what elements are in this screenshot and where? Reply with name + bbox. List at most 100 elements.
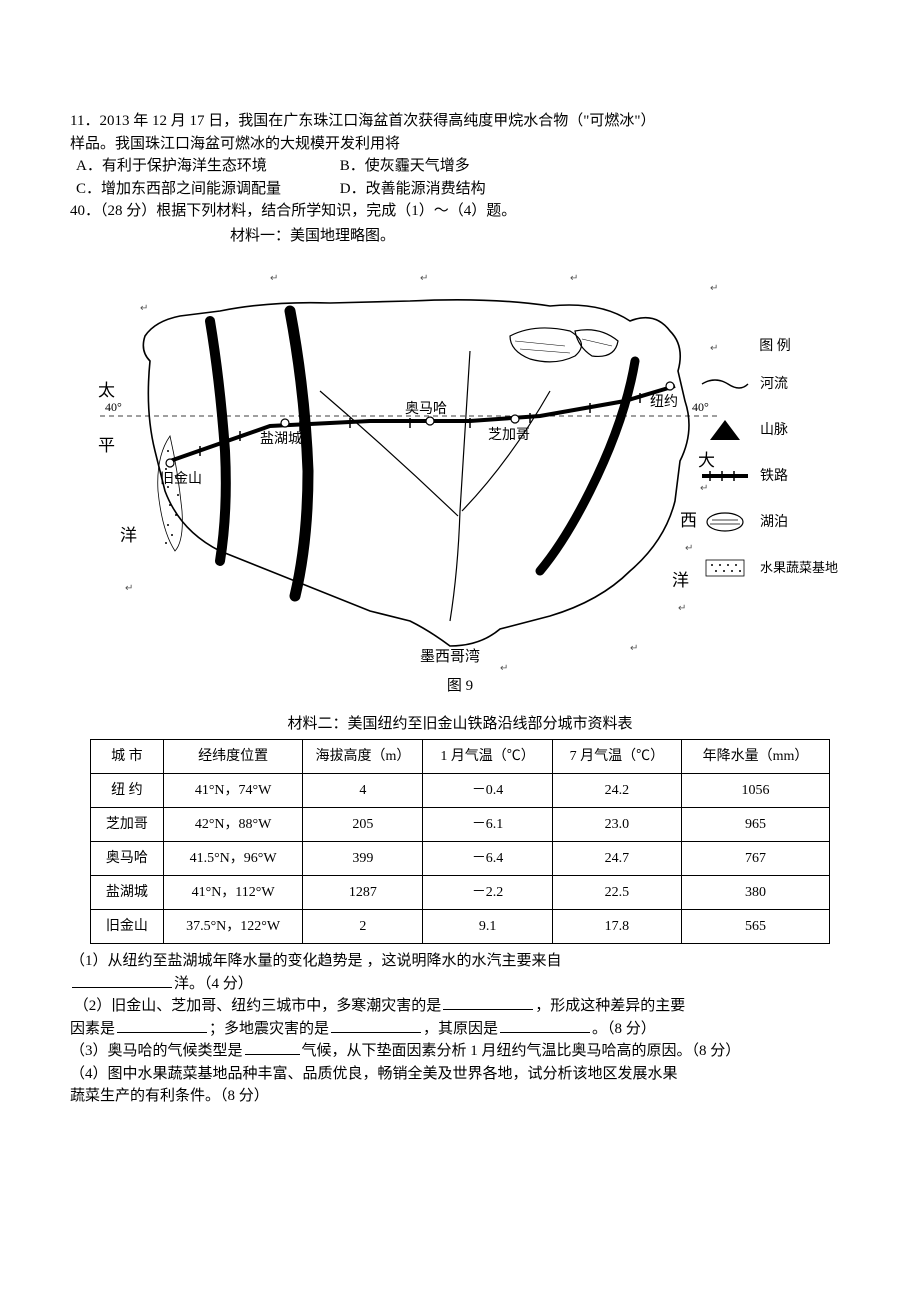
table-cell: 565 xyxy=(682,910,830,944)
subq4-line2: 蔬菜生产的有利条件。（8 分） xyxy=(70,1085,850,1108)
table-cell: －0.4 xyxy=(423,774,552,808)
col-jan: 1 月气温（℃） xyxy=(423,740,552,774)
q11-optC: C．增加东西部之间能源调配量 xyxy=(76,178,336,201)
q40-num: 40． xyxy=(70,203,100,219)
legend-railway: 铁路 xyxy=(760,466,788,487)
col-jul: 7 月气温（℃） xyxy=(552,740,681,774)
subq2-line2: 因素是；多地震灾害的是，其原因是。（8 分） xyxy=(70,1018,850,1041)
svg-text:旧金山: 旧金山 xyxy=(160,471,202,487)
svg-text:洋: 洋 xyxy=(120,526,137,545)
table-cell: 纽 约 xyxy=(91,774,164,808)
table-cell: 41.5°N，96°W xyxy=(163,842,303,876)
col-city: 城 市 xyxy=(91,740,164,774)
svg-text:↵: ↵ xyxy=(710,283,718,294)
col-elev: 海拔高度（m） xyxy=(303,740,423,774)
q11-line1: 11．2013 年 12 月 17 日，我国在广东珠江口海盆首次获得高纯度甲烷水… xyxy=(70,110,850,133)
table-cell: 24.2 xyxy=(552,774,681,808)
q11-optA: A．有利于保护海洋生态环境 xyxy=(76,155,336,178)
blank[interactable] xyxy=(331,1032,421,1033)
table-cell: 23.0 xyxy=(552,808,681,842)
legend-lake: 湖泊 xyxy=(760,512,788,533)
col-latlon: 经纬度位置 xyxy=(163,740,303,774)
svg-text:洋: 洋 xyxy=(672,571,689,590)
table-header-row: 城 市 经纬度位置 海拔高度（m） 1 月气温（℃） 7 月气温（℃） 年降水量… xyxy=(91,740,830,774)
subq2-line1: （2）旧金山、芝加哥、纽约三城市中，多寒潮灾害的是，形成这种差异的主要 xyxy=(70,995,850,1018)
table-cell: 盐湖城 xyxy=(91,876,164,910)
table-cell: 767 xyxy=(682,842,830,876)
table-cell: －6.4 xyxy=(423,842,552,876)
table-cell: 芝加哥 xyxy=(91,808,164,842)
lake-icon xyxy=(700,507,750,537)
legend-title: 图 例 xyxy=(759,336,791,357)
subq3: （3）奥马哈的气候类型是气候，从下垫面因素分析 1 月纽约气温比奥马哈高的原因。… xyxy=(70,1040,850,1063)
city-data-table: 城 市 经纬度位置 海拔高度（m） 1 月气温（℃） 7 月气温（℃） 年降水量… xyxy=(90,739,830,944)
svg-text:墨西哥湾: 墨西哥湾 xyxy=(420,648,480,665)
svg-text:↵: ↵ xyxy=(420,273,428,284)
table-row: 奥马哈41.5°N，96°W399－6.424.7767 xyxy=(91,842,830,876)
subq1-line2: 洋。（4 分） xyxy=(70,973,850,996)
table-cell: 37.5°N，122°W xyxy=(163,910,303,944)
railway-icon xyxy=(700,461,750,491)
legend-river: 河流 xyxy=(760,374,788,395)
us-map-figure: 40° 40° 旧金山 盐湖城 奥马哈 芝加哥 纽约 墨西哥湾 太 平 洋 大 … xyxy=(70,251,850,681)
blank[interactable] xyxy=(500,1032,590,1033)
svg-text:↵: ↵ xyxy=(570,273,578,284)
table-row: 旧金山37.5°N，122°W29.117.8565 xyxy=(91,910,830,944)
svg-text:↵: ↵ xyxy=(685,543,693,554)
table-cell: 4 xyxy=(303,774,423,808)
svg-text:西: 西 xyxy=(680,511,697,530)
table-cell: 399 xyxy=(303,842,423,876)
fruit-icon xyxy=(700,553,750,583)
table-cell: 奥马哈 xyxy=(91,842,164,876)
table-cell: 22.5 xyxy=(552,876,681,910)
svg-text:↵: ↵ xyxy=(678,603,686,614)
svg-text:↵: ↵ xyxy=(500,663,508,674)
q40-stem: 40．（28 分）根据下列材料，结合所学知识，完成（1）～（4）题。 xyxy=(70,200,850,223)
q11-opts-row2: C．增加东西部之间能源调配量 D．改善能源消费结构 xyxy=(76,178,850,201)
subq1-line1: （1）从纽约至盐湖城年降水量的变化趋势是，这说明降水的水汽主要来自 xyxy=(70,950,850,973)
table-cell: 1287 xyxy=(303,876,423,910)
svg-text:太: 太 xyxy=(98,381,115,400)
mountain-icon xyxy=(700,415,750,445)
table-row: 盐湖城41°N，112°W1287－2.222.5380 xyxy=(91,876,830,910)
legend-mountain: 山脉 xyxy=(760,420,788,441)
table-cell: －2.2 xyxy=(423,876,552,910)
table-cell: 965 xyxy=(682,808,830,842)
svg-text:↵: ↵ xyxy=(140,303,148,314)
col-precip: 年降水量（mm） xyxy=(682,740,830,774)
river-icon xyxy=(700,369,750,399)
map-legend: 图 例 河流 山脉 铁路 xyxy=(700,331,850,591)
blank[interactable] xyxy=(245,1054,300,1055)
svg-text:平: 平 xyxy=(98,436,115,455)
subq4-line1: （4）图中水果蔬菜基地品种丰富、品质优良，畅销全美及世界各地，试分析该地区发展水… xyxy=(70,1063,850,1086)
table-cell: －6.1 xyxy=(423,808,552,842)
svg-text:奥马哈: 奥马哈 xyxy=(405,400,447,417)
table-cell: 380 xyxy=(682,876,830,910)
us-map-svg: 40° 40° 旧金山 盐湖城 奥马哈 芝加哥 纽约 墨西哥湾 太 平 洋 大 … xyxy=(70,251,730,681)
svg-text:纽约: 纽约 xyxy=(650,394,678,410)
legend-fruit: 水果蔬菜基地 xyxy=(760,558,838,578)
table-cell: 205 xyxy=(303,808,423,842)
svg-text:↵: ↵ xyxy=(630,643,638,654)
table-cell: 9.1 xyxy=(423,910,552,944)
blank[interactable] xyxy=(443,1009,533,1010)
svg-text:芝加哥: 芝加哥 xyxy=(488,427,530,443)
q11-optB: B．使灰霾天气增多 xyxy=(340,155,470,178)
blank[interactable] xyxy=(117,1032,207,1033)
svg-text:盐湖城: 盐湖城 xyxy=(260,431,302,447)
table-cell: 42°N，88°W xyxy=(163,808,303,842)
table-cell: 旧金山 xyxy=(91,910,164,944)
mat1-title: 材料一：美国地理略图。 xyxy=(70,225,850,248)
table-cell: 17.8 xyxy=(552,910,681,944)
mat2-title: 材料二：美国纽约至旧金山铁路沿线部分城市资料表 xyxy=(70,713,850,736)
q11-num: 11． xyxy=(70,113,99,129)
table-row: 芝加哥42°N，88°W205－6.123.0965 xyxy=(91,808,830,842)
q11-opts-row1: A．有利于保护海洋生态环境 B．使灰霾天气增多 xyxy=(76,155,850,178)
blank[interactable] xyxy=(72,987,172,988)
table-cell: 2 xyxy=(303,910,423,944)
table-cell: 1056 xyxy=(682,774,830,808)
table-cell: 24.7 xyxy=(552,842,681,876)
table-cell: 41°N，74°W xyxy=(163,774,303,808)
svg-text:↵: ↵ xyxy=(270,273,278,284)
table-cell: 41°N，112°W xyxy=(163,876,303,910)
